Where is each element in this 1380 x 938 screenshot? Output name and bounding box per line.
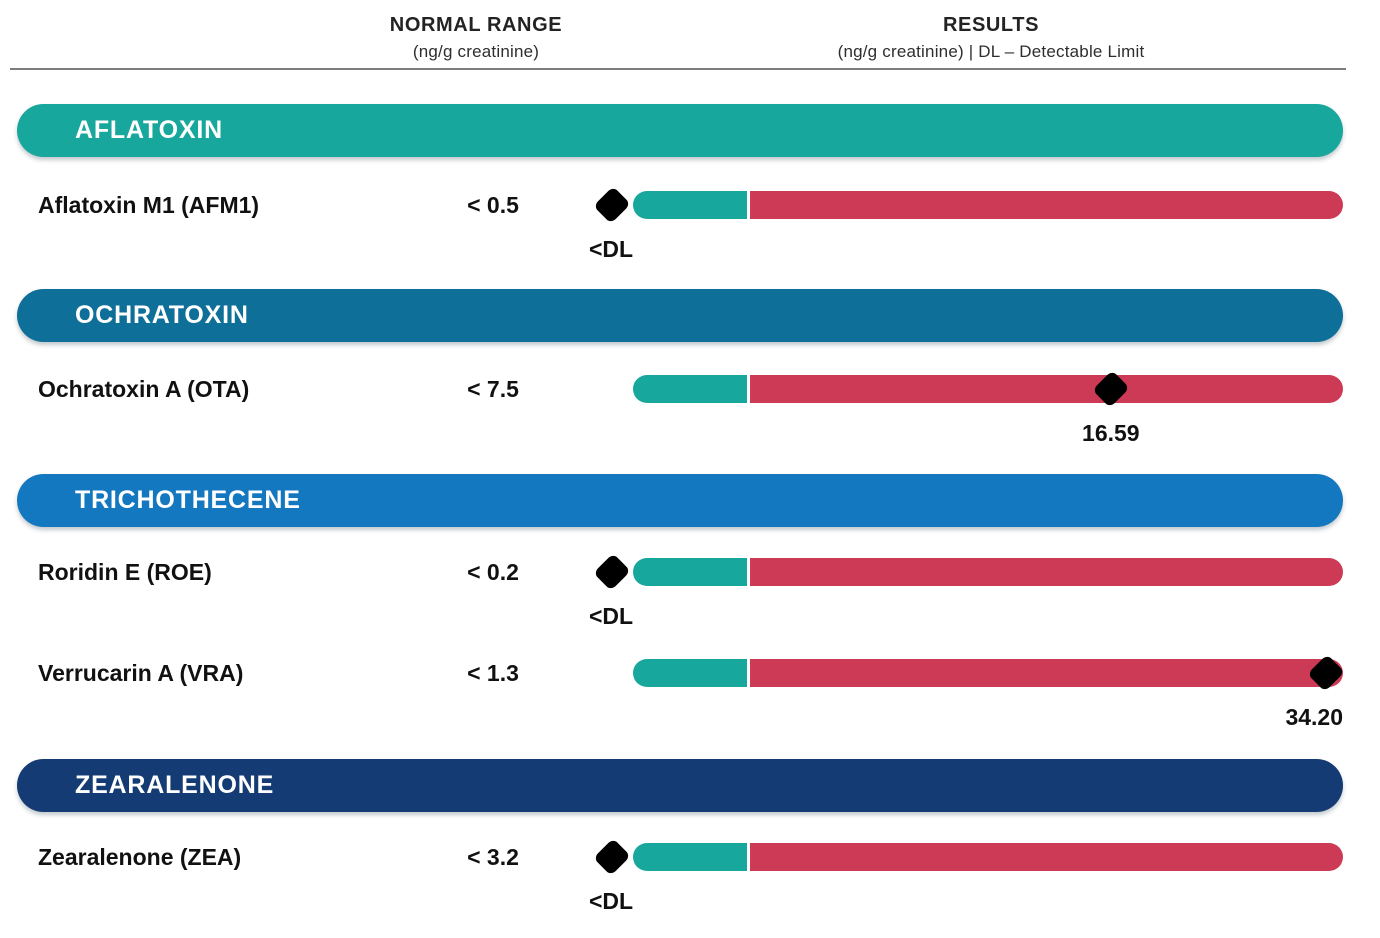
section-band-ochratoxin: OCHRATOXIN xyxy=(17,289,1343,342)
normal-range-title: NORMAL RANGE xyxy=(389,14,563,36)
section-label: TRICHOTHECENE xyxy=(75,486,301,514)
result-value-label: <DL xyxy=(588,236,634,262)
results-units-legend: (ng/g creatinine) | DL – Detectable Limi… xyxy=(837,42,1145,61)
section-band-aflatoxin: AFLATOXIN xyxy=(17,104,1343,157)
result-bar: 34.20 xyxy=(633,654,1345,730)
elevated-segment xyxy=(750,375,1343,403)
normal-range-value: < 1.3 xyxy=(467,660,519,686)
normal-range-segment xyxy=(633,375,747,403)
result-bar: <DL xyxy=(589,186,1343,262)
normal-range-segment xyxy=(633,558,747,586)
elevated-segment xyxy=(750,843,1343,871)
normal-range-value: < 0.2 xyxy=(467,559,519,585)
result-diamond-marker-icon xyxy=(593,838,631,876)
section-label: ZEARALENONE xyxy=(75,771,275,799)
analyte-name: Aflatoxin M1 (AFM1) xyxy=(38,192,260,218)
header-divider-line xyxy=(10,68,1346,70)
result-value-label: 16.59 xyxy=(1082,420,1140,446)
result-row-vra: Verrucarin A (VRA) < 1.3 34.20 xyxy=(0,654,1380,730)
result-diamond-marker-icon xyxy=(593,186,631,224)
result-bar: 16.59 xyxy=(633,370,1343,446)
result-row-roe: Roridin E (ROE) < 0.2 <DL xyxy=(0,553,1380,629)
result-diamond-marker-icon xyxy=(593,553,631,591)
result-bar: <DL xyxy=(589,553,1343,629)
normal-range-column-header: NORMAL RANGE (ng/g creatinine) xyxy=(276,14,676,62)
result-row-afm1: Aflatoxin M1 (AFM1) < 0.5 <DL xyxy=(0,186,1380,262)
section-label: AFLATOXIN xyxy=(75,116,223,144)
results-column-header: RESULTS (ng/g creatinine) | DL – Detecta… xyxy=(691,14,1291,62)
elevated-segment xyxy=(750,558,1343,586)
analyte-name: Zearalenone (ZEA) xyxy=(38,844,242,870)
result-value-label: 34.20 xyxy=(1285,704,1343,730)
result-bar: <DL xyxy=(589,838,1343,914)
normal-range-units: (ng/g creatinine) xyxy=(412,42,540,61)
analyte-name: Verrucarin A (VRA) xyxy=(38,660,244,686)
analyte-name: Roridin E (ROE) xyxy=(38,559,212,585)
elevated-segment xyxy=(750,659,1343,687)
result-value-label: <DL xyxy=(588,603,634,629)
normal-range-value: < 0.5 xyxy=(467,192,519,218)
analyte-name: Ochratoxin A (OTA) xyxy=(38,376,250,402)
section-band-zearalenone: ZEARALENONE xyxy=(17,759,1343,812)
normal-range-value: < 3.2 xyxy=(467,844,519,870)
normal-range-segment xyxy=(633,191,747,219)
section-label: OCHRATOXIN xyxy=(75,301,249,329)
result-value-label: <DL xyxy=(588,888,634,914)
elevated-segment xyxy=(750,191,1343,219)
result-row-ota: Ochratoxin A (OTA) < 7.5 16.59 xyxy=(0,370,1380,446)
result-row-zea: Zearalenone (ZEA) < 3.2 <DL xyxy=(0,838,1380,914)
section-band-trichothecene: TRICHOTHECENE xyxy=(17,474,1343,527)
results-title: RESULTS xyxy=(942,14,1040,36)
normal-range-segment xyxy=(633,843,747,871)
normal-range-value: < 7.5 xyxy=(467,376,519,402)
normal-range-segment xyxy=(633,659,747,687)
